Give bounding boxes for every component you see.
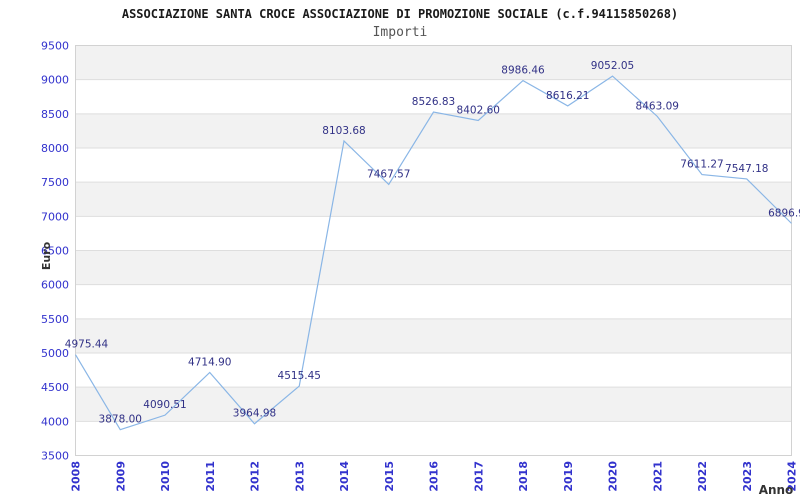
x-tick-label: 2018 <box>517 461 530 492</box>
data-point-label: 7467.57 <box>367 168 410 180</box>
y-axis-tick-labels: 3500 4000 4500 5000 5500 6000 6500 7000 7500 8000… <box>41 40 69 463</box>
chart-subtitle: Importi <box>372 25 428 40</box>
x-tick-label: 2011 <box>204 461 217 492</box>
plot-border <box>75 45 792 456</box>
data-point-label: 8402.60 <box>457 104 500 116</box>
x-tick-label: 2014 <box>338 461 351 492</box>
x-tick-label: 2009 <box>114 461 127 492</box>
x-tick-label: 2021 <box>651 461 664 492</box>
x-tick-label: 2024 <box>786 461 799 492</box>
data-point-label: 4090.51 <box>143 399 186 411</box>
y-tick-label: 6000 <box>41 279 69 292</box>
x-tick-label: 2008 <box>70 461 83 492</box>
y-tick-label: 9000 <box>41 74 69 87</box>
x-tick-label: 2010 <box>159 461 172 492</box>
data-point-label: 8526.83 <box>412 96 455 108</box>
y-tick-label: 4500 <box>41 381 69 394</box>
data-point-label: 8986.46 <box>501 65 545 77</box>
x-tick-label: 2012 <box>249 461 262 492</box>
data-point-label: 9052.05 <box>591 60 634 72</box>
data-point-label: 4975.44 <box>65 339 109 351</box>
data-point-label: 7547.18 <box>725 163 768 175</box>
y-tick-label: 6500 <box>41 245 69 258</box>
data-point-label: 4714.90 <box>188 356 231 368</box>
chart-title: ASSOCIAZIONE SANTA CROCE ASSOCIAZIONE DI… <box>121 7 679 21</box>
x-axis-tick-labels: 2008 2009 2010 2011 2012 2013 2014 2015 2016 2017… <box>70 461 799 492</box>
x-tick-label: 2016 <box>428 461 441 492</box>
data-point-label: 4515.45 <box>278 370 321 382</box>
data-point-label: 7611.27 <box>680 159 723 171</box>
data-point-label: 8103.68 <box>322 125 365 137</box>
x-tick-label: 2017 <box>472 461 485 492</box>
data-point-label: 6896.9 <box>768 207 800 219</box>
x-tick-label: 2022 <box>696 461 709 492</box>
data-line <box>74 75 792 431</box>
data-point-label: 8616.21 <box>546 90 589 102</box>
x-tick-label: 2015 <box>383 461 396 492</box>
y-tick-label: 8000 <box>41 142 69 155</box>
y-tick-label: 5500 <box>41 313 69 326</box>
plot-band <box>75 250 792 285</box>
plot-band <box>75 318 792 353</box>
plot-band <box>75 113 792 148</box>
y-axis-title: Euro <box>40 241 53 270</box>
y-tick-label: 7000 <box>41 210 69 223</box>
y-tick-label: 4000 <box>41 415 69 428</box>
plot-band <box>75 387 792 422</box>
data-point-label: 3878.00 <box>99 414 142 426</box>
y-tick-label: 7500 <box>41 176 69 189</box>
x-axis-title: Anno <box>759 483 794 497</box>
y-tick-label: 3500 <box>41 450 69 463</box>
x-tick-label: 2013 <box>293 461 306 492</box>
data-point-label: 3964.98 <box>233 408 276 420</box>
plot-bands <box>75 45 792 422</box>
plot-band <box>75 45 792 80</box>
y-tick-label: 8500 <box>41 108 69 121</box>
x-tick-label: 2023 <box>741 461 754 492</box>
x-tick-label: 2019 <box>562 461 575 492</box>
y-tick-label: 9500 <box>41 40 69 53</box>
x-tick-label: 2020 <box>607 461 620 492</box>
plot-band <box>75 182 792 217</box>
y-tick-label: 5000 <box>41 347 69 360</box>
data-point-label: 8463.09 <box>636 100 679 112</box>
